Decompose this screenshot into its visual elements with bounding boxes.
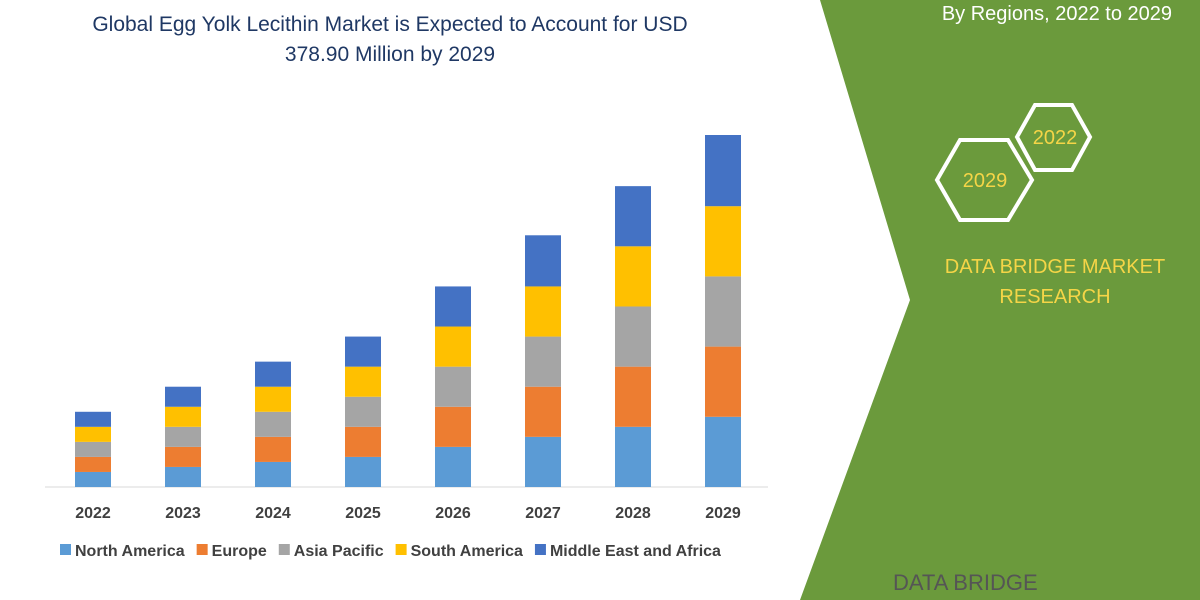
- hexagon: [934, 138, 1035, 222]
- legend-label: North America: [75, 543, 185, 560]
- x-tick-label: 2022: [75, 505, 111, 522]
- x-tick-label: 2029: [705, 505, 741, 522]
- legend-swatch: [534, 544, 546, 555]
- bar-segment: [165, 426, 201, 447]
- bar-segment: [615, 246, 651, 307]
- bar-segment: [345, 366, 381, 397]
- bar-segment: [525, 336, 561, 387]
- legend-swatch: [395, 544, 407, 555]
- legend-swatch: [278, 544, 290, 555]
- bar-segment: [255, 386, 291, 412]
- x-tick-label: 2024: [255, 505, 291, 522]
- bar-segment: [255, 436, 291, 462]
- legend-swatch: [60, 544, 71, 555]
- bar-segment: [435, 326, 471, 367]
- bar-segment: [165, 386, 201, 407]
- bar-segment: [705, 416, 741, 487]
- bar-segment: [705, 346, 741, 417]
- x-tick-label: 2028: [615, 505, 651, 522]
- bar-segment: [165, 466, 201, 487]
- hex-label: 2022: [1033, 127, 1078, 149]
- bar-segment: [615, 306, 651, 367]
- x-tick-label: 2025: [345, 505, 381, 522]
- bar-segment: [75, 471, 111, 487]
- bar-segment: [345, 426, 381, 457]
- hexagon: [1014, 103, 1093, 172]
- x-tick-label: 2026: [435, 505, 471, 522]
- logo-text: DATA BRIDGE: [893, 570, 1038, 595]
- legend-label: Middle East and Africa: [550, 543, 721, 560]
- bar-segment: [615, 426, 651, 487]
- hex-label: 2029: [963, 170, 1008, 192]
- bar-segment: [165, 406, 201, 427]
- side-panel: [800, 0, 1200, 600]
- bar-segment: [615, 186, 651, 247]
- bar-segment: [345, 456, 381, 487]
- bar-segment: [255, 411, 291, 437]
- bar-segment: [345, 396, 381, 427]
- panel-subtitle: By Regions, 2022 to 2029: [942, 3, 1172, 25]
- bar-segment: [345, 336, 381, 367]
- bar-segment: [75, 441, 111, 457]
- bar-segment: [435, 366, 471, 407]
- bar-segment: [75, 426, 111, 442]
- bar-segment: [435, 446, 471, 487]
- bar-segment: [615, 366, 651, 427]
- x-tick-label: 2027: [525, 505, 561, 522]
- brand: DATA BRIDGE MARKET RESEARCH: [944, 256, 1166, 308]
- bar-segment: [255, 361, 291, 387]
- legend-swatch: [196, 544, 208, 555]
- legend-label: Asia Pacific: [294, 543, 384, 560]
- bar-segment: [255, 461, 291, 487]
- bar-segment: [435, 286, 471, 327]
- legend-label: Europe: [212, 543, 267, 560]
- legend-label: South America: [411, 543, 523, 560]
- bar-segment: [705, 276, 741, 347]
- bar-segment: [75, 456, 111, 472]
- bar-segment: [525, 235, 561, 287]
- brand-box: DATA BRIDGE MARKET RESEARCH: [944, 256, 1166, 308]
- bar-segment: [75, 411, 111, 427]
- bar-segment: [165, 446, 201, 467]
- bar-segment: [525, 436, 561, 487]
- x-tick-label: 2023: [165, 505, 201, 522]
- bar-segment: [705, 135, 741, 207]
- chart-title: Global Egg Yolk Lecithin Market is Expec…: [92, 13, 688, 66]
- bar-segment: [705, 206, 741, 277]
- bar-segment: [525, 286, 561, 337]
- bar-segment: [435, 406, 471, 447]
- bar-segment: [525, 386, 561, 437]
